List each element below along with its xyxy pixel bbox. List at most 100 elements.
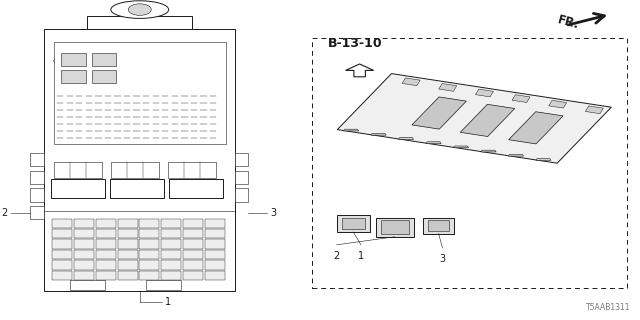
- Bar: [52, 239, 72, 249]
- Bar: [52, 260, 72, 269]
- Bar: [51, 179, 105, 198]
- Bar: [92, 53, 116, 66]
- Bar: [52, 271, 72, 280]
- Bar: [236, 171, 248, 184]
- Bar: [30, 171, 44, 184]
- Bar: [111, 162, 159, 178]
- Bar: [205, 250, 225, 259]
- Bar: [44, 29, 236, 291]
- Bar: [512, 95, 530, 102]
- Text: 2: 2: [1, 208, 7, 218]
- Polygon shape: [508, 154, 524, 156]
- Bar: [169, 179, 223, 198]
- Text: 1: 1: [165, 297, 172, 308]
- Bar: [70, 280, 105, 290]
- Bar: [402, 78, 420, 86]
- Bar: [146, 280, 181, 290]
- Text: FR.: FR.: [556, 13, 580, 32]
- Bar: [118, 239, 138, 249]
- Bar: [118, 219, 138, 228]
- Bar: [140, 260, 159, 269]
- Bar: [54, 162, 102, 178]
- Bar: [205, 219, 225, 228]
- Bar: [52, 250, 72, 259]
- Bar: [183, 229, 204, 238]
- Bar: [54, 42, 226, 144]
- Bar: [61, 53, 86, 66]
- Bar: [95, 250, 116, 259]
- Bar: [381, 220, 409, 234]
- Bar: [161, 239, 181, 249]
- Bar: [183, 260, 204, 269]
- Polygon shape: [371, 133, 386, 135]
- Bar: [236, 188, 248, 202]
- Bar: [161, 219, 181, 228]
- Bar: [118, 260, 138, 269]
- Bar: [118, 271, 138, 280]
- Bar: [74, 271, 93, 280]
- Polygon shape: [337, 74, 611, 163]
- Circle shape: [54, 58, 67, 64]
- Bar: [74, 250, 93, 259]
- Bar: [236, 153, 248, 166]
- Bar: [95, 219, 116, 228]
- Bar: [205, 239, 225, 249]
- Bar: [205, 260, 225, 269]
- Bar: [161, 260, 181, 269]
- Bar: [140, 229, 159, 238]
- Bar: [140, 239, 159, 249]
- Circle shape: [128, 4, 151, 15]
- Polygon shape: [460, 104, 515, 137]
- Bar: [586, 106, 604, 114]
- Bar: [52, 219, 72, 228]
- Bar: [161, 229, 181, 238]
- Bar: [548, 100, 566, 108]
- Bar: [183, 250, 204, 259]
- Bar: [95, 271, 116, 280]
- Text: 3: 3: [271, 208, 276, 218]
- Bar: [95, 260, 116, 269]
- Bar: [428, 220, 449, 231]
- Bar: [168, 162, 216, 178]
- Text: B-13-10: B-13-10: [328, 36, 382, 50]
- Bar: [30, 153, 44, 166]
- Bar: [92, 70, 116, 83]
- Text: 2: 2: [333, 251, 340, 261]
- Bar: [110, 179, 164, 198]
- Bar: [74, 239, 93, 249]
- Text: 3: 3: [440, 254, 445, 264]
- Polygon shape: [412, 97, 467, 129]
- Polygon shape: [481, 150, 496, 152]
- Bar: [74, 260, 93, 269]
- Polygon shape: [344, 129, 358, 131]
- Bar: [376, 218, 414, 237]
- Bar: [183, 271, 204, 280]
- Bar: [312, 38, 627, 288]
- Bar: [439, 84, 457, 91]
- Bar: [140, 271, 159, 280]
- Polygon shape: [453, 146, 468, 148]
- Polygon shape: [536, 159, 551, 160]
- Bar: [61, 70, 86, 83]
- Bar: [161, 271, 181, 280]
- Bar: [183, 239, 204, 249]
- Polygon shape: [509, 112, 563, 144]
- Text: T5AAB1311: T5AAB1311: [586, 303, 630, 312]
- Bar: [423, 218, 454, 234]
- Bar: [476, 89, 493, 97]
- Bar: [183, 219, 204, 228]
- Bar: [30, 188, 44, 202]
- Polygon shape: [426, 142, 441, 144]
- Bar: [74, 219, 93, 228]
- Bar: [337, 215, 370, 232]
- Bar: [342, 218, 365, 229]
- Bar: [205, 271, 225, 280]
- Bar: [95, 229, 116, 238]
- Polygon shape: [346, 64, 374, 77]
- Ellipse shape: [111, 1, 169, 19]
- Bar: [140, 219, 159, 228]
- Bar: [205, 229, 225, 238]
- Polygon shape: [398, 138, 413, 139]
- Bar: [95, 239, 116, 249]
- Bar: [30, 206, 44, 219]
